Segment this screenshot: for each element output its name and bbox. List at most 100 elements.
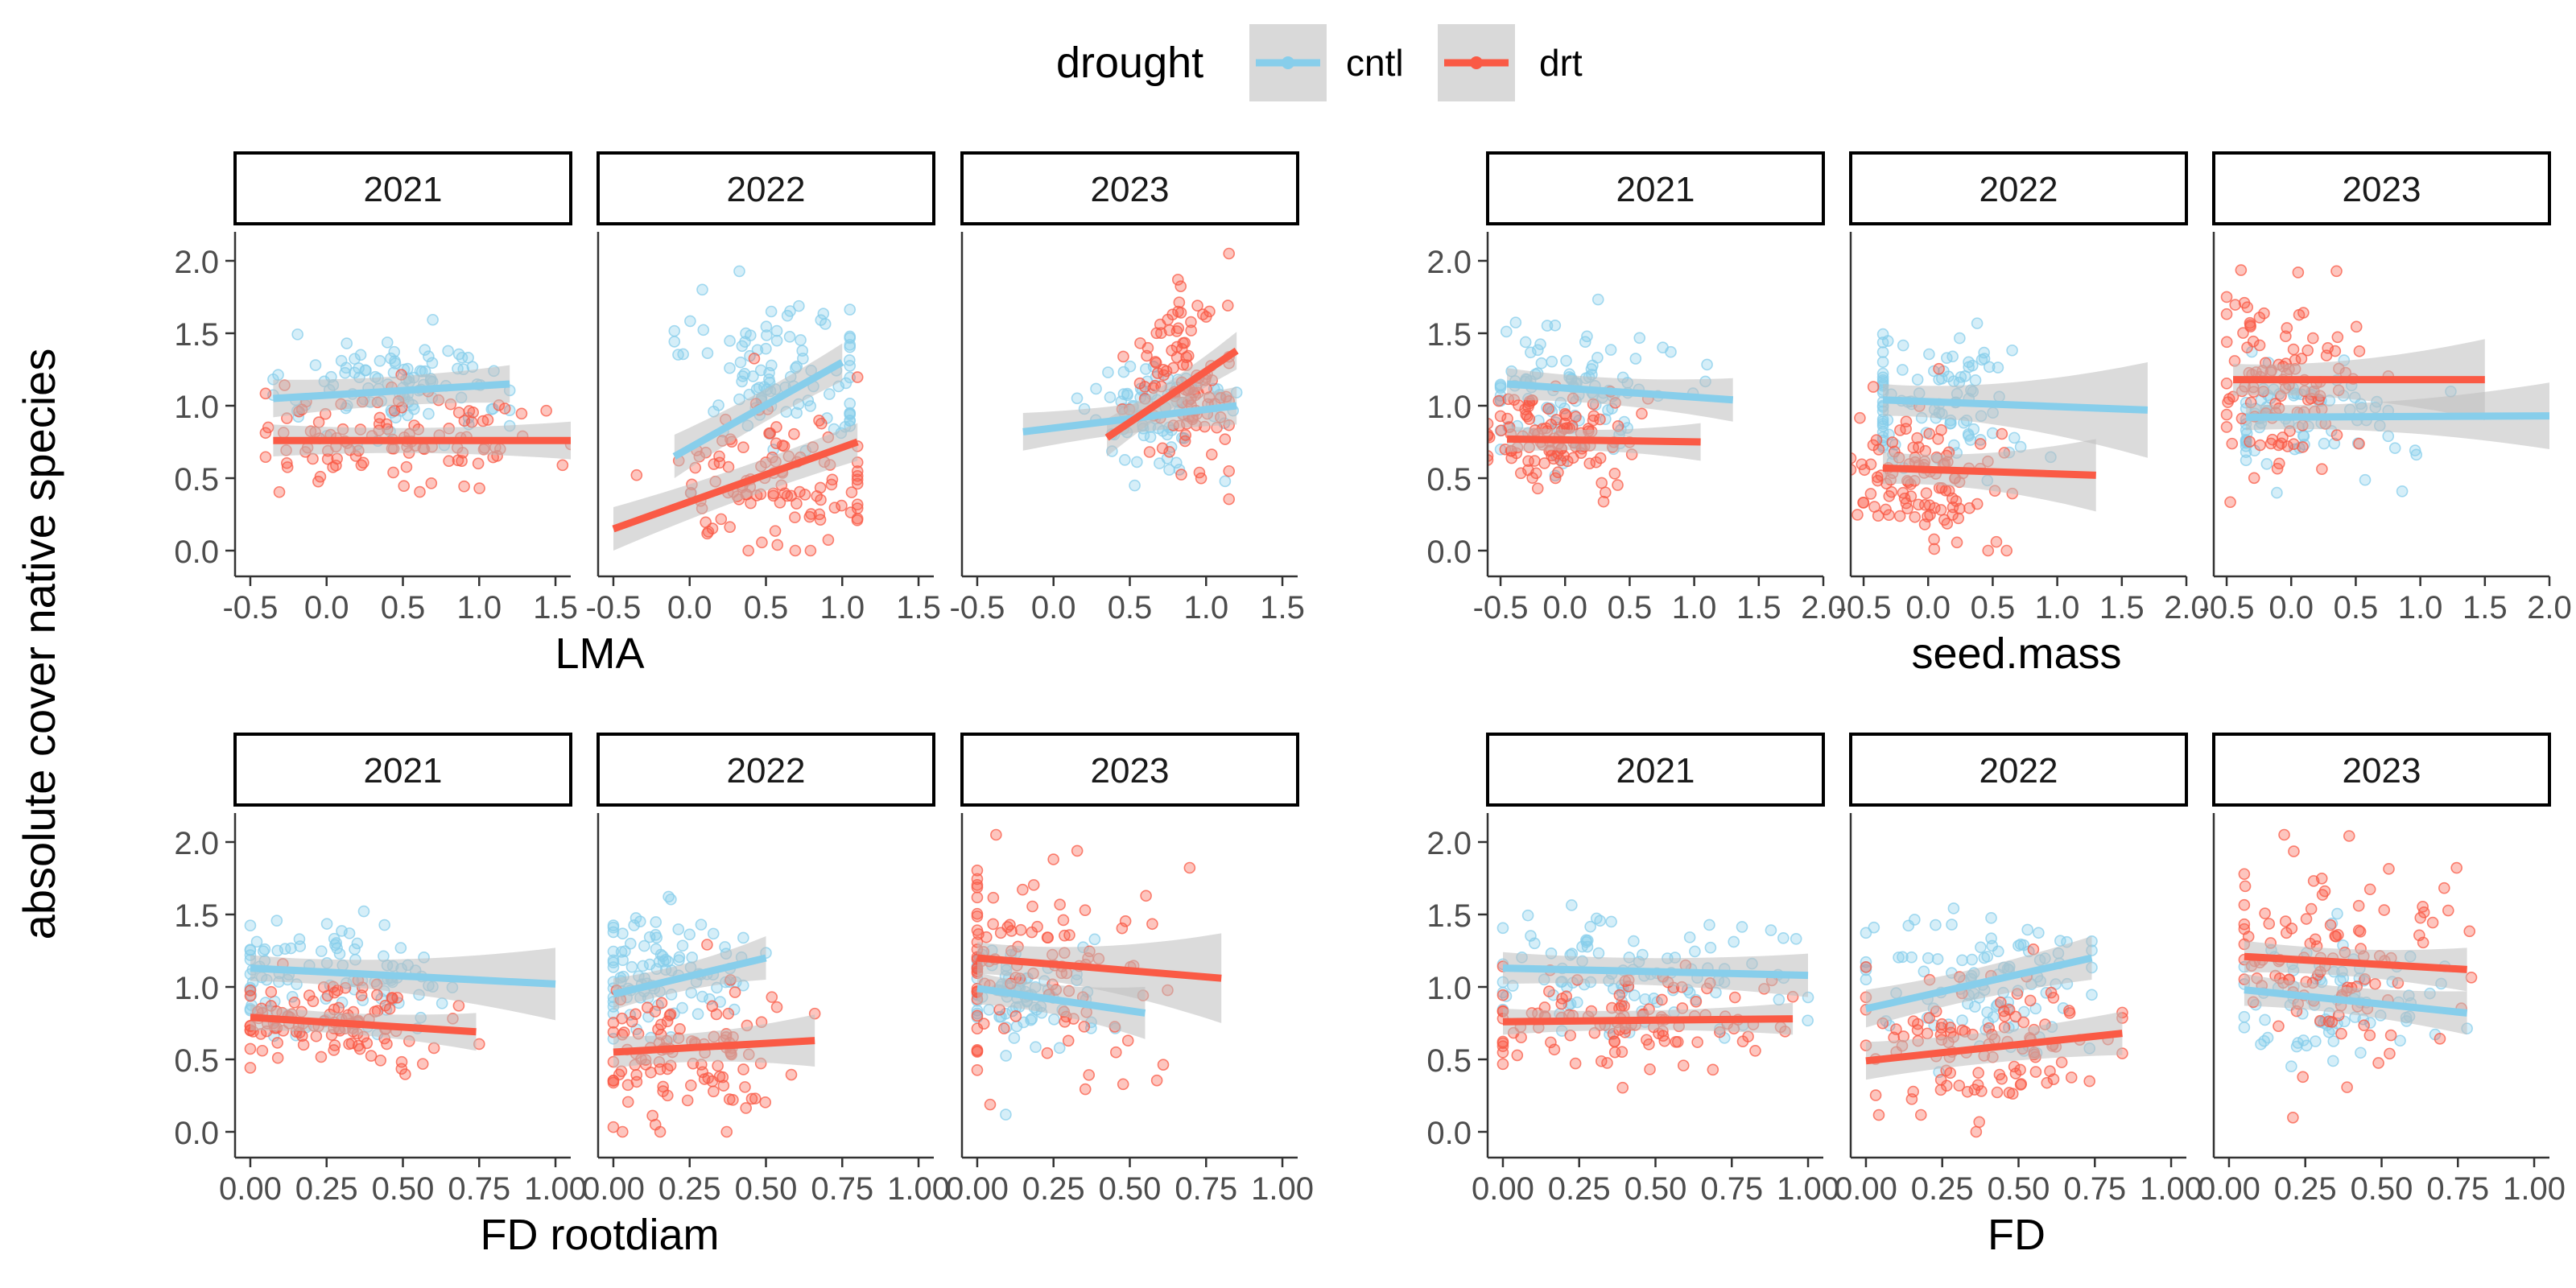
x-tick-label: -0.5 [1473, 590, 1529, 625]
point-drt [2305, 902, 2318, 915]
point-drt [540, 404, 552, 417]
facet-strip-label: 2021 [364, 170, 443, 209]
point-drt [708, 1085, 720, 1098]
facet-strip-label: 2023 [2343, 170, 2421, 209]
panel-data [244, 905, 556, 1080]
point-drt [770, 437, 782, 450]
panel-data [1022, 247, 1243, 506]
fit-line-cntl [1506, 380, 1734, 404]
point-drt [2352, 899, 2365, 912]
point-drt [353, 1042, 366, 1055]
y-tick-label: 1.5 [1426, 898, 1472, 934]
point-drt [2226, 437, 2239, 450]
point-drt [315, 1051, 328, 1063]
point-cntl [784, 305, 796, 317]
point-cntl [1030, 1041, 1042, 1054]
point-cntl [983, 1004, 995, 1016]
point-drt [452, 407, 465, 419]
point-drt [745, 1092, 758, 1105]
point-cntl [419, 344, 431, 356]
point-drt [1163, 446, 1175, 458]
point-cntl [270, 914, 283, 927]
point-cntl [770, 334, 783, 347]
point-cntl [1053, 1042, 1066, 1055]
facet-strip [2212, 151, 2551, 225]
point-cntl [844, 354, 856, 366]
point-drt [1907, 1085, 1919, 1098]
point-cntl [724, 335, 736, 347]
point-drt [2241, 301, 2254, 313]
point-cntl [1946, 919, 1958, 931]
point-cntl [2240, 454, 2252, 467]
point-drt [1004, 919, 1016, 931]
panel-2023: 2023 -0.5 0.0 0.5 1.0 1.5 [949, 151, 1305, 625]
x-tick-label: -0.5 [949, 590, 1005, 625]
point-drt [844, 506, 857, 518]
point-drt [649, 1118, 662, 1131]
point-drt [851, 498, 864, 511]
point-drt [465, 416, 478, 428]
point-cntl [2394, 1034, 2406, 1047]
point-drt [770, 421, 782, 433]
fit-line-drt [250, 1013, 477, 1036]
point-drt [1869, 1089, 1882, 1101]
point-cntl [1897, 951, 1909, 964]
point-drt [1110, 1046, 1122, 1059]
point-cntl [2331, 907, 2343, 920]
point-drt [1496, 1035, 1509, 1048]
point-cntl [2261, 1031, 2274, 1044]
point-drt [1558, 449, 1570, 462]
y-tick-label: 1.5 [174, 317, 219, 353]
point-cntl [426, 357, 439, 369]
point-drt [987, 918, 999, 931]
point-cntl [452, 348, 465, 361]
point-drt [1616, 1081, 1629, 1094]
point-drt [1644, 1063, 1656, 1075]
point-drt [655, 997, 668, 1009]
point-drt [1558, 407, 1571, 420]
legend-label-drt: drt [1539, 42, 1583, 84]
x-tick-label: 0.00 [219, 1171, 282, 1207]
point-drt [395, 1063, 408, 1075]
point-drt [1658, 1034, 1671, 1047]
point-drt [851, 473, 864, 486]
point-drt [785, 489, 798, 502]
x-tick-label: 0.0 [304, 590, 349, 625]
point-cntl [442, 345, 454, 357]
point-drt [723, 1093, 736, 1105]
legend-label-cntl: cntl [1346, 42, 1404, 84]
point-drt [1952, 512, 1965, 525]
point-drt [1146, 918, 1158, 931]
point-drt [2273, 1020, 2285, 1033]
fit-line-drt [1882, 464, 2096, 479]
point-cntl [335, 354, 348, 367]
panel-2022: 2022 -0.5 0.0 0.5 1.0 1.5 [585, 151, 941, 625]
point-drt [1173, 296, 1186, 308]
fit-line-drt [613, 1037, 815, 1056]
point-cntl [1701, 358, 1713, 371]
x-axis-label: FD rootdiam [480, 1211, 719, 1259]
panel-data [259, 313, 571, 498]
point-drt [2259, 907, 2271, 919]
point-drt [1872, 510, 1885, 522]
point-drt [607, 1074, 620, 1087]
point-drt [971, 1043, 984, 1056]
point-drt [1496, 1040, 1509, 1052]
point-drt [2330, 429, 2343, 441]
point-drt [1488, 430, 1494, 442]
x-tick-label: 1.00 [1777, 1171, 1839, 1207]
point-cntl [754, 364, 767, 377]
point-drt [971, 924, 984, 936]
point-cntl [1918, 965, 1930, 978]
point-cntl [1594, 914, 1606, 927]
point-drt [1564, 1029, 1577, 1042]
point-drt [1494, 410, 1507, 423]
point-drt [2238, 868, 2251, 881]
point-drt [1134, 337, 1146, 349]
point-cntl [271, 944, 284, 957]
point-drt [984, 1098, 997, 1111]
point-cntl [1639, 993, 1651, 1005]
point-drt [265, 985, 278, 998]
x-tick-label: 0.75 [2063, 1171, 2126, 1207]
point-cntl [1777, 931, 1790, 944]
